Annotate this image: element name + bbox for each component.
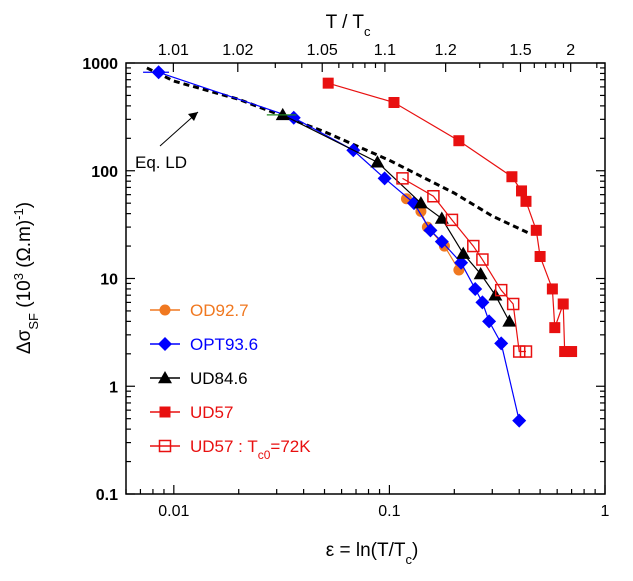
- data-point: [534, 251, 546, 263]
- data-point: [482, 314, 497, 329]
- data-point: [388, 96, 400, 108]
- x-tick-label: 0.1: [378, 503, 400, 520]
- series-3: [322, 77, 578, 358]
- data-point: [476, 253, 489, 266]
- legend-label: OPT93.6: [190, 335, 258, 354]
- data-point: [434, 211, 449, 224]
- data-point: [502, 314, 517, 327]
- data-point: [473, 267, 488, 280]
- legend-marker: [158, 371, 172, 384]
- legend-item: UD57 : Tc0=72K: [150, 437, 311, 462]
- reference-line-layer: [146, 66, 531, 236]
- eq-ld-dashed-line: [146, 66, 531, 236]
- data-point: [445, 213, 459, 227]
- legend-marker: [159, 304, 171, 316]
- data-point: [454, 255, 469, 270]
- y-tick-label: 10: [100, 272, 118, 289]
- data-point: [413, 196, 428, 209]
- legend-label: OD92.7: [190, 301, 249, 320]
- data-point: [415, 205, 427, 217]
- series-line: [282, 114, 510, 322]
- data-point: [456, 246, 471, 259]
- data-point: [468, 281, 483, 296]
- data-point: [506, 297, 520, 311]
- top-tick-label: 1.05: [307, 42, 338, 59]
- y-axis-title: ΔσSF (103 (Ω.m)-1): [11, 202, 41, 354]
- annotation-eq-ld: Eq. LD: [135, 153, 187, 172]
- top-tick-label: 2: [566, 42, 575, 59]
- legend-item: UD57: [150, 403, 233, 422]
- data-point: [512, 345, 526, 358]
- data-point: [549, 322, 561, 334]
- data-point: [520, 195, 532, 207]
- legend-label: UD57: [190, 403, 233, 422]
- data-point: [423, 223, 438, 238]
- x-tick-label: 1: [601, 503, 610, 520]
- data-point: [475, 295, 490, 310]
- series-layer: [143, 65, 578, 428]
- plot-frame: [125, 62, 606, 495]
- top-tick-label: 1.2: [435, 42, 457, 59]
- series-1: [151, 65, 527, 428]
- top-tick-label: 1.01: [158, 42, 189, 59]
- top-axis-ticks-layer: 1.01 1.02 1.05 1.1 1.2 1.5 2: [158, 42, 598, 72]
- data-point: [559, 346, 571, 358]
- data-point: [519, 345, 533, 358]
- data-point: [494, 336, 509, 351]
- y-tick-label: 0.1: [96, 487, 118, 504]
- series-2: [275, 107, 517, 327]
- legend-label: UD84.6: [190, 369, 248, 388]
- data-point: [530, 224, 542, 236]
- data-point: [322, 77, 334, 89]
- data-point: [506, 171, 518, 183]
- top-tick-label: 1.5: [509, 42, 531, 59]
- legend-item: OPT93.6: [150, 335, 258, 354]
- annotation-arrow-head: [188, 112, 198, 121]
- legend-label: UD57 : Tc0=72K: [190, 437, 311, 462]
- data-point: [396, 172, 409, 185]
- data-point: [566, 346, 578, 358]
- top-axis-title: T / Tc: [326, 12, 371, 39]
- legend: OD92.7 OPT93.6 UD84.6 UD57 UD57 : Tc0=72K: [150, 301, 311, 462]
- data-point: [512, 413, 527, 428]
- data-point: [427, 189, 440, 203]
- legend-marker: [158, 337, 172, 351]
- x-axis-title: ε = ln(T/Tc): [326, 540, 419, 567]
- top-tick-label: 1.1: [374, 42, 396, 59]
- ticks-layer: 0.01 0.1 1 0.1 1 10 100 1000: [82, 56, 609, 520]
- y-tick-label: 100: [91, 164, 118, 181]
- data-point: [434, 234, 449, 249]
- series-line: [402, 177, 526, 353]
- legend-marker: [158, 439, 172, 453]
- data-point: [557, 298, 569, 310]
- series-4: [396, 172, 533, 358]
- data-point: [516, 185, 528, 197]
- data-point: [275, 107, 290, 121]
- data-point: [546, 283, 558, 295]
- data-point: [453, 135, 465, 147]
- y-tick-label: 1: [109, 379, 118, 396]
- legend-marker: [159, 406, 171, 418]
- y-tick-label: 1000: [82, 56, 118, 73]
- legend-item: UD84.6: [150, 369, 248, 388]
- data-point: [467, 239, 480, 253]
- x-tick-label: 0.01: [158, 503, 189, 520]
- data-point: [377, 171, 392, 186]
- legend-item: OD92.7: [150, 301, 249, 320]
- data-point: [370, 155, 385, 168]
- data-point: [494, 283, 508, 297]
- top-tick-label: 1.02: [222, 42, 253, 59]
